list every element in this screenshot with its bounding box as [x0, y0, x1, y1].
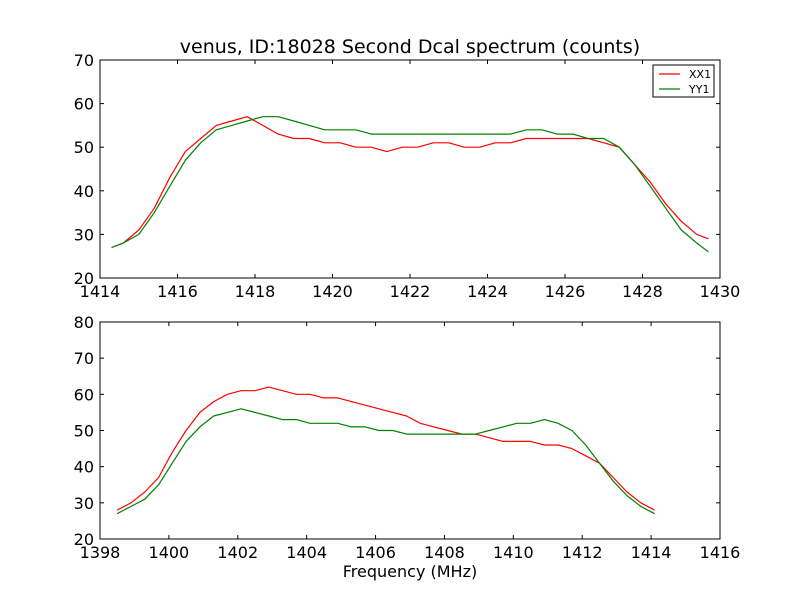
bottom-x-tick-label: 1410: [493, 543, 534, 562]
top-y-tick-label: 30: [74, 225, 94, 244]
legend-label-xx1: XX1: [689, 68, 711, 81]
top-x-tick-label: 1430: [700, 282, 741, 301]
bottom-x-tick-label: 1412: [562, 543, 603, 562]
bottom-series-layer: [116, 386, 655, 515]
top-legend: XX1 YY1: [652, 64, 715, 98]
bottom-x-tick-label: 1408: [424, 543, 465, 562]
top-y-tick-label: 60: [74, 95, 94, 114]
bottom-x-tick-label: 1404: [286, 543, 327, 562]
top-y-tick-label: 70: [74, 51, 94, 70]
bottom-series-yy1-line: [116, 408, 655, 515]
bottom-y-tick-label: 20: [74, 530, 94, 549]
top-x-tick-label: 1424: [467, 282, 508, 301]
bottom-x-tick-label: 1398: [80, 543, 121, 562]
top-x-tick-label: 1414: [80, 282, 121, 301]
top-x-tick-label: 1428: [622, 282, 663, 301]
bottom-y-tick-label: 70: [74, 349, 94, 368]
bottom-x-tick-label: 1406: [355, 543, 396, 562]
bottom-ticks-layer: 1398 1400 1402 1404 1406 1408 1410 1412 1414 1416…: [74, 313, 741, 562]
legend-label-yy1: YY1: [688, 83, 709, 96]
bottom-x-axis-label: Frequency (MHz): [343, 562, 477, 581]
top-panel-title: venus, ID:18028 Second Dcal spectrum (co…: [180, 36, 640, 58]
top-x-tick-label: 1418: [235, 282, 276, 301]
top-y-tick-label: 20: [74, 269, 94, 288]
bottom-x-tick-label: 1414: [631, 543, 672, 562]
top-y-tick-label: 50: [74, 138, 94, 157]
bottom-y-tick-label: 80: [74, 313, 94, 332]
top-x-tick-label: 1416: [157, 282, 198, 301]
top-x-tick-label: 1420: [312, 282, 353, 301]
top-series-layer: [111, 116, 709, 253]
bottom-y-tick-label: 30: [74, 494, 94, 513]
bottom-x-tick-label: 1416: [700, 543, 741, 562]
bottom-x-tick-label: 1400: [149, 543, 190, 562]
bottom-y-tick-label: 40: [74, 458, 94, 477]
bottom-series-xx1-line: [116, 386, 655, 511]
top-series-xx1-line: [111, 116, 709, 249]
bottom-spectrum-panel: 1398 1400 1402 1404 1406 1408 1410 1412 1414 1416…: [74, 313, 741, 581]
bottom-y-tick-label: 50: [74, 422, 94, 441]
top-x-tick-label: 1426: [545, 282, 586, 301]
top-spectrum-panel: venus, ID:18028 Second Dcal spectrum (co…: [74, 36, 741, 301]
legend-box: [652, 64, 715, 98]
bottom-x-tick-label: 1402: [217, 543, 258, 562]
top-series-yy1-line: [111, 116, 709, 253]
top-x-tick-label: 1422: [390, 282, 431, 301]
top-y-tick-label: 40: [74, 182, 94, 201]
top-ticks-layer: 1414 1416 1418 1420 1422 1424 1426 1428 1430 20 30…: [74, 51, 741, 301]
bottom-y-tick-label: 60: [74, 385, 94, 404]
